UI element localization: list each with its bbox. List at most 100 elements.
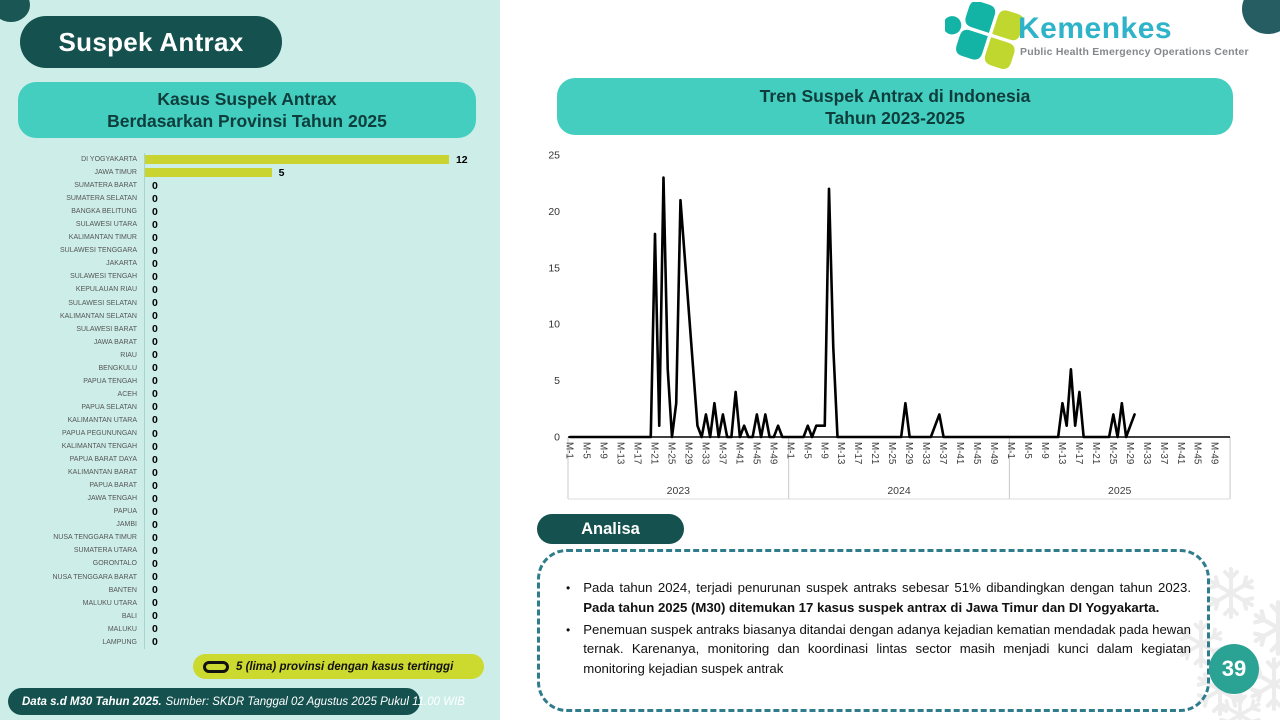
bar-value: 0: [152, 336, 158, 349]
province-label: JAWA TENGAH: [87, 495, 137, 503]
bar-value: 0: [152, 636, 158, 649]
bar-row: MALUKU UTARA 0: [0, 596, 500, 610]
province-label: PAPUA: [113, 508, 137, 516]
bar-track: 0: [144, 361, 500, 375]
bar-track: 0: [144, 426, 500, 441]
bar-row: ACEH 0: [0, 387, 500, 401]
bar-row: SULAWESI UTARA 0: [0, 218, 500, 232]
svg-text:M-21: M-21: [649, 442, 660, 464]
bar-row: SULAWESI TENGGARA 0: [0, 244, 500, 258]
bar-row: DI YOGYAKARTA 12: [0, 153, 500, 167]
svg-text:2023: 2023: [667, 485, 691, 497]
bar-row: PAPUA PEGUNUNGAN 0: [0, 426, 500, 441]
bullet-icon: •: [566, 622, 571, 637]
svg-text:M-29: M-29: [682, 442, 693, 464]
province-label: JAWA TIMUR: [94, 169, 137, 177]
bar-row: JAKARTA 0: [0, 257, 500, 271]
province-label: LAMPUNG: [102, 638, 137, 646]
bar-row: JAMBI 0: [0, 518, 500, 532]
province-chart-title-line2: Berdasarkan Provinsi Tahun 2025: [107, 111, 387, 131]
bar-track: 0: [144, 218, 500, 232]
bar-track: 5: [144, 166, 500, 180]
bar-value: 0: [152, 544, 158, 557]
bar-value: 0: [152, 349, 158, 362]
svg-text:M-17: M-17: [852, 442, 863, 464]
bar-value: 0: [152, 492, 158, 505]
bar-row: KALIMANTAN TENGAH 0: [0, 440, 500, 454]
bar-row: SUMATERA UTARA 0: [0, 544, 500, 558]
svg-text:M-21: M-21: [1090, 442, 1101, 464]
bar-row: KALIMANTAN BARAT 0: [0, 466, 500, 480]
bar-value: 0: [152, 257, 158, 270]
bar-row: JAWA BARAT 0: [0, 335, 500, 349]
bar-row: KEPULAUAN RIAU 0: [0, 283, 500, 297]
page-title: Suspek Antrax: [20, 16, 282, 68]
province-label: KALIMANTAN UTARA: [67, 416, 137, 424]
bar-row: NUSA TENGGARA TIMUR 0: [0, 531, 500, 545]
bar-value: 0: [152, 597, 158, 610]
svg-text:M-13: M-13: [835, 442, 846, 465]
bar-track: 0: [144, 400, 500, 414]
province-label: PAPUA BARAT: [89, 482, 137, 490]
svg-text:M-25: M-25: [886, 442, 897, 465]
svg-text:2025: 2025: [1108, 485, 1132, 497]
bar-row: PAPUA SELATAN 0: [0, 400, 500, 414]
bar-track: 0: [144, 270, 500, 284]
bar-value: 12: [455, 153, 468, 166]
svg-text:M-29: M-29: [903, 442, 914, 464]
bar-track: 0: [144, 179, 500, 193]
footer-source-label: Sumber: SKDR Tanggal 02 Agustus 2025 Puk…: [165, 695, 465, 708]
bar-value: 0: [152, 205, 158, 218]
bar-track: 0: [144, 257, 500, 271]
bar-row: PAPUA BARAT DAYA 0: [0, 453, 500, 467]
bar-track: 0: [144, 440, 500, 454]
bar-value: 0: [152, 584, 158, 597]
province-label: KALIMANTAN BARAT: [68, 469, 137, 477]
svg-text:M-49: M-49: [988, 442, 999, 464]
bar-row: LAMPUNG 0: [0, 635, 500, 649]
svg-text:M-17: M-17: [632, 442, 643, 464]
svg-text:M-25: M-25: [1107, 442, 1118, 465]
province-label: PAPUA PEGUNUNGAN: [62, 430, 137, 437]
svg-text:2024: 2024: [887, 485, 911, 497]
bar-track: 0: [144, 635, 500, 649]
bar-row: RIAU 0: [0, 348, 500, 362]
bar-track: 0: [144, 387, 500, 401]
province-label: DI YOGYAKARTA: [81, 156, 137, 164]
bar-track: 0: [144, 622, 500, 636]
bar-value: 0: [152, 179, 158, 192]
trend-line-chart: 0 5 10 15 20 25 M-1 M-5 M-9 M-13 M-17 M-21 M-25 M-29 M…: [532, 140, 1238, 508]
svg-text:5: 5: [554, 375, 560, 387]
analysis-bullet-text: Penemuan suspek antraks biasanya ditanda…: [583, 621, 1191, 677]
snowflake-icon: [1248, 598, 1280, 658]
bar-row: PAPUA BARAT 0: [0, 479, 500, 493]
bar-row: SUMATERA BARAT 0: [0, 179, 500, 193]
bar: [145, 167, 272, 178]
bar-value: 0: [152, 414, 158, 427]
kemenkes-logo: [942, 1, 1245, 70]
bar-track: 0: [144, 335, 500, 349]
svg-text:M-41: M-41: [954, 442, 965, 464]
svg-text:25: 25: [548, 150, 560, 162]
trend-chart-title: Tren Suspek Antrax di Indonesia Tahun 20…: [557, 78, 1233, 135]
bar-value: 5: [278, 166, 285, 179]
bar-row: SULAWESI BARAT 0: [0, 322, 500, 336]
bar-value: 0: [152, 557, 158, 570]
province-chart-title-line1: Kasus Suspek Antrax: [157, 89, 337, 109]
svg-text:M-5: M-5: [1022, 442, 1033, 459]
province-label: SULAWESI BARAT: [76, 325, 137, 333]
bar-track: 12: [144, 153, 500, 167]
province-label: JAKARTA: [106, 260, 137, 268]
bar-value: 0: [152, 571, 158, 584]
trend-chart-title-line1: Tren Suspek Antrax di Indonesia: [759, 85, 1031, 106]
page-number: 39: [1221, 656, 1247, 681]
data-source-footer: Data s.d M30 Tahun 2025. Sumber: SKDR Ta…: [8, 688, 465, 715]
svg-text:M-5: M-5: [581, 442, 592, 459]
province-label: SULAWESI UTARA: [75, 221, 137, 229]
bar-row: SULAWESI SELATAN 0: [0, 296, 500, 310]
province-label: BANTEN: [108, 586, 137, 594]
analysis-box: • Pada tahun 2024, terjadi penurunan susp…: [537, 549, 1210, 712]
province-label: SUMATERA UTARA: [73, 547, 137, 555]
analysis-bullet: • Pada tahun 2024, terjadi penurunan susp…: [558, 578, 1191, 618]
svg-text:M-1: M-1: [784, 442, 795, 459]
